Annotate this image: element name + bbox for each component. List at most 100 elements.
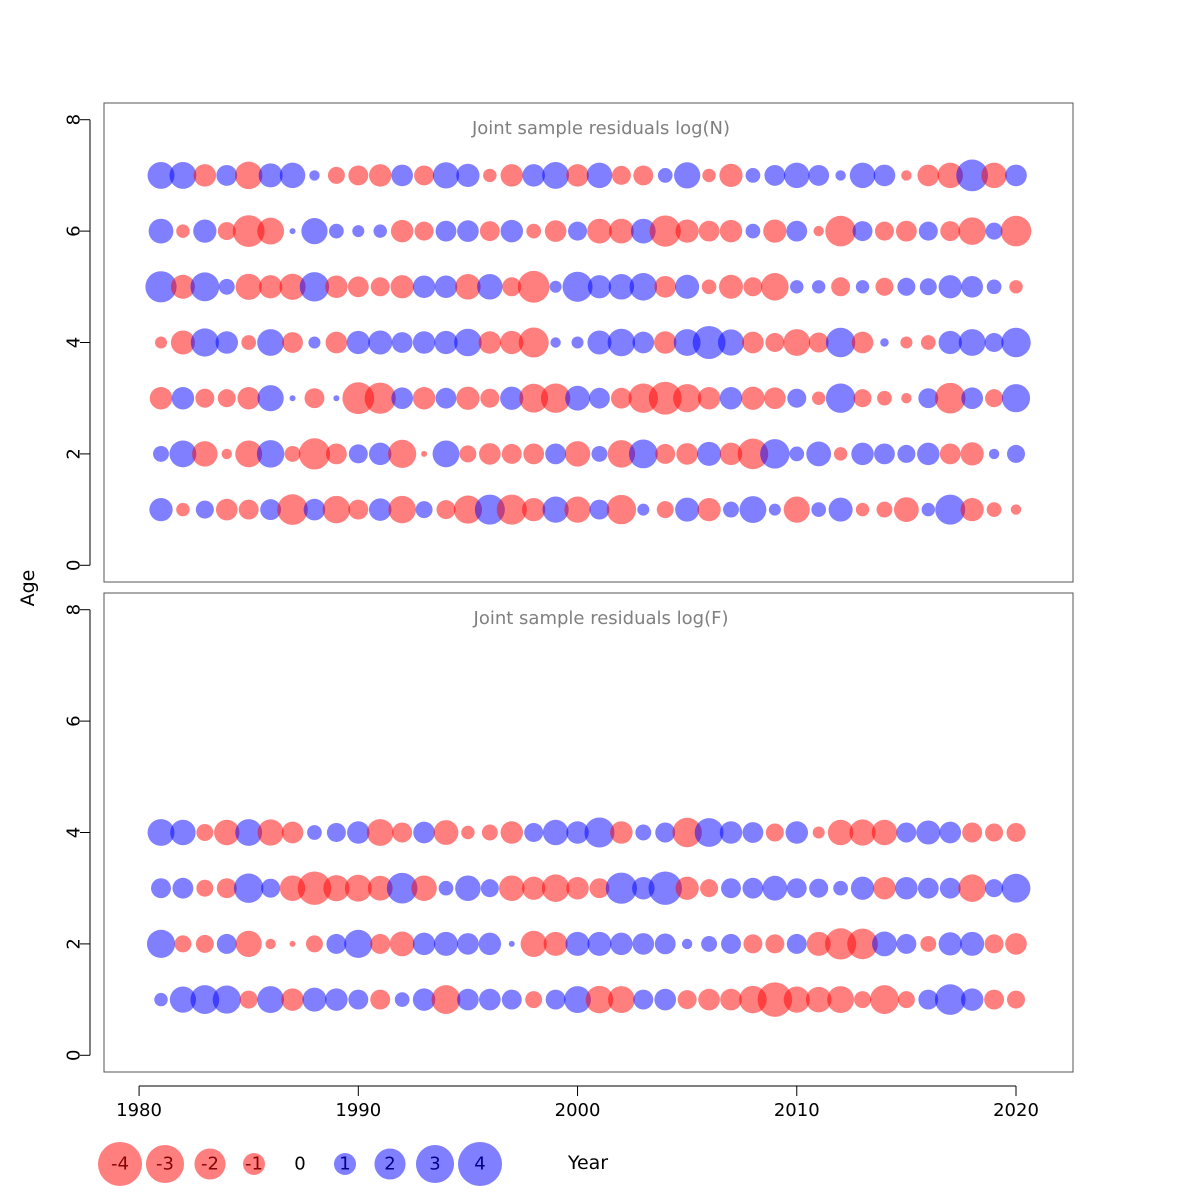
residual-bubble-bottom-age3-2003 <box>632 876 655 900</box>
legend-bubble--1 <box>243 1153 265 1175</box>
residual-bubble-bottom-age2-2013 <box>847 928 878 960</box>
residual-bubble-bottom-age1-2010 <box>783 986 810 1013</box>
residual-bubble-top-age2-2018 <box>960 442 984 466</box>
residual-bubble-top-age1-2009 <box>768 503 781 516</box>
residual-bubble-bottom-age1-1994 <box>431 985 461 1015</box>
residual-bubble-top-age5-2020 <box>1009 280 1023 294</box>
residual-bubble-bottom-age3-1993 <box>411 875 437 901</box>
residual-bubble-top-age3-2011 <box>811 391 826 405</box>
residual-bubble-top-age5-2007 <box>718 274 744 299</box>
residual-bubble-top-age1-2015 <box>893 497 919 522</box>
panel-top: Joint sample residuals log(N) 0 2 4 6 8 <box>64 102 1074 583</box>
residual-bubble-top-age5-2016 <box>919 278 937 296</box>
residual-bubble-top-age1-1982 <box>176 502 190 517</box>
residual-bubble-top-age3-2012 <box>825 383 856 413</box>
residual-bubble-top-age4-1994 <box>434 330 458 355</box>
residual-bubble-bottom-age2-2002 <box>610 932 633 956</box>
residual-bubble-top-age4-2017 <box>938 330 962 355</box>
residual-bubble-top-age6-2004 <box>649 215 681 247</box>
residual-bubble-top-age5-2018 <box>961 275 983 298</box>
residual-bubble-top-age4-2019 <box>984 333 1004 352</box>
residual-bubble-top-age3-1987 <box>289 395 296 402</box>
residual-bubble-top-age7-2003 <box>633 165 654 186</box>
residual-bubble-top-age4-2001 <box>587 330 612 355</box>
residual-bubble-top-age1-2019 <box>986 502 1002 517</box>
residual-bubble-top-age4-2007 <box>717 329 745 356</box>
residual-bubble-bottom-age4-2018 <box>962 822 983 843</box>
residual-bubble-top-age1-1989 <box>322 495 351 524</box>
y-tick-label: 6 <box>64 715 85 726</box>
residual-bubble-bottom-age1-1992 <box>394 992 410 1007</box>
residual-bubble-top-age3-1998 <box>519 383 549 413</box>
residual-bubble-bottom-age4-1988 <box>307 825 322 840</box>
residual-bubble-bottom-age3-2012 <box>833 880 848 896</box>
residual-bubble-top-age3-2006 <box>697 386 721 410</box>
residual-bubble-top-age2-2011 <box>806 441 832 467</box>
residual-bubble-top-age7-1997 <box>500 164 524 187</box>
residual-bubble-top-age7-2017 <box>937 162 963 189</box>
residual-bubble-top-age2-1997 <box>501 443 522 464</box>
residual-bubble-bottom-age3-2005 <box>675 876 699 900</box>
residual-bubble-top-age4-1987 <box>282 332 303 353</box>
y-tick-label: 2 <box>64 448 85 459</box>
residual-bubble-top-age5-2019 <box>986 279 1002 295</box>
residual-bubble-top-age2-2002 <box>607 440 636 468</box>
legend-bubble--3 <box>145 1144 185 1184</box>
residual-bubble-top-age7-2018 <box>956 159 989 192</box>
residual-bubble-bottom-age3-1998 <box>522 876 546 900</box>
residual-bubble-bottom-age4-1996 <box>481 824 498 841</box>
residual-bubble-top-age6-2007 <box>719 219 743 243</box>
residual-bubble-bottom-age1-1988 <box>302 987 327 1012</box>
residual-bubble-top-age6-2012 <box>825 215 856 247</box>
residual-bubble-bottom-age3-1997 <box>499 875 525 901</box>
residual-bubble-bottom-age2-2005 <box>681 938 693 950</box>
residual-bubble-bottom-age1-1987 <box>281 988 304 1011</box>
residual-bubble-top-age5-1982 <box>170 274 195 299</box>
residual-bubble-top-age1-2012 <box>828 497 853 522</box>
residual-bubble-top-age3-1985 <box>237 386 260 410</box>
residual-bubble-bottom-age2-1996 <box>478 932 502 956</box>
residual-bubble-top-age1-2008 <box>739 496 767 524</box>
legend-bubble-1 <box>334 1153 356 1175</box>
residual-bubble-top-age1-2006 <box>697 497 721 522</box>
residual-bubble-top-age3-1982 <box>171 386 195 410</box>
legend-label: 3 <box>429 1154 440 1175</box>
residual-bubble-top-age2-1990 <box>348 444 368 464</box>
residual-bubble-top-age7-2010 <box>784 162 810 189</box>
residual-bubble-top-age6-1997 <box>500 219 524 243</box>
residual-bubble-top-age3-1996 <box>480 388 500 408</box>
residual-bubble-top-age2-2017 <box>939 443 961 465</box>
residual-bubble-top-age1-1998 <box>522 497 546 522</box>
residual-bubble-bottom-age4-2003 <box>635 824 652 841</box>
residual-bubble-top-age4-2008 <box>742 331 764 354</box>
x-axis: 1980 1990 2000 2010 2020 <box>116 1085 1039 1121</box>
residual-bubble-top-age7-2013 <box>849 162 876 189</box>
panel-top-title: Joint sample residuals log(N) <box>471 118 730 139</box>
y-tick-label: 0 <box>64 1050 85 1061</box>
residual-bubble-bottom-age4-2015 <box>896 822 917 843</box>
legend-label: 2 <box>384 1154 395 1175</box>
y-tick-label: 8 <box>64 604 85 615</box>
residual-bubble-top-age4-2003 <box>632 331 655 354</box>
residual-bubble-top-age1-2000 <box>564 496 591 523</box>
residual-bubble-top-age7-2004 <box>657 168 673 183</box>
residual-bubble-bottom-age3-1999 <box>541 874 570 902</box>
residual-bubble-bottom-age4-2009 <box>765 823 784 842</box>
panel-bottom: Joint sample residuals log(F) 0 2 4 6 8 <box>64 592 1074 1073</box>
residual-bubble-top-age1-2017 <box>935 494 966 525</box>
residual-bubble-top-age3-2007 <box>719 386 743 410</box>
residual-bubble-top-age5-1996 <box>477 274 503 300</box>
residual-bubble-bottom-age2-2007 <box>721 933 741 954</box>
residual-bubble-top-age6-1994 <box>435 220 457 242</box>
residual-bubble-top-age3-2004 <box>648 381 682 415</box>
residual-bubble-top-age3-1999 <box>540 383 571 413</box>
residual-bubble-bottom-age4-2005 <box>672 817 702 848</box>
residual-bubble-top-age3-2008 <box>741 386 765 410</box>
residual-bubble-top-age3-1997 <box>500 386 524 410</box>
legend-label: -3 <box>156 1154 174 1175</box>
residual-bubble-bottom-age1-2007 <box>720 988 742 1011</box>
residual-bubble-top-age3-1992 <box>391 387 413 410</box>
residual-bubble-top-age4-2011 <box>808 332 829 353</box>
residual-bubble-top-age6-1993 <box>414 221 434 241</box>
residual-bubble-top-age7-1995 <box>456 163 480 188</box>
